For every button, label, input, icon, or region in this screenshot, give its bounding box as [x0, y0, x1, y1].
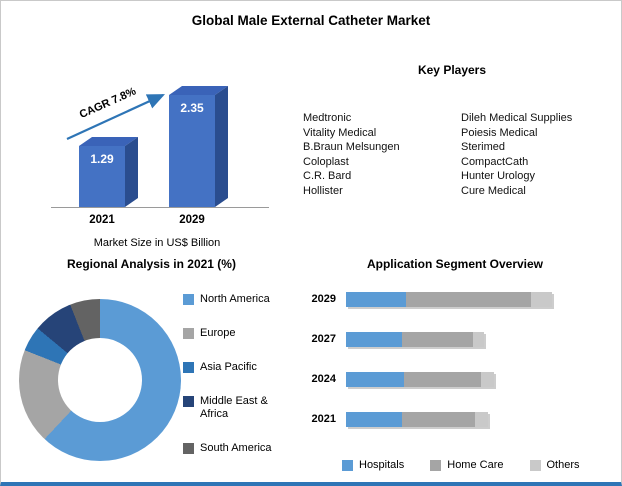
app-legend-item: Others: [529, 459, 580, 472]
legend-label: Middle East & Africa: [200, 395, 268, 420]
regional-legend: North America Europe Asia Pacific Middle Ea…: [183, 293, 288, 455]
bar-year-label: 2024: [311, 373, 336, 385]
pie-legend-item: North America: [183, 293, 288, 306]
key-players-column-2: Dileh Medical Supplies Poiesis Medical Ste…: [461, 111, 611, 198]
bar-top-face: [169, 86, 228, 95]
segment-hospitals: [346, 291, 407, 307]
application-legend: Hospitals Home Care Others: [342, 459, 580, 472]
key-player-name: Dileh Medical Supplies: [461, 112, 573, 124]
segment-home-care: [401, 411, 475, 427]
segment-hospitals: [346, 331, 402, 347]
key-player-name: CompactCath: [461, 155, 529, 168]
market-size-bar-chart: 1.29 2021 2.35 2029 CAGR 7.8%: [51, 85, 269, 226]
regional-analysis-heading: Regional Analysis in 2021 (%): [67, 257, 236, 271]
segment-hospitals: [346, 411, 402, 427]
page-title: Global Male External Catheter Market: [191, 13, 431, 28]
key-player-name: Coloplast: [303, 155, 349, 168]
application-segment-panel: Application Segment Overview 2029 2027 202…: [294, 257, 616, 481]
legend-swatch: [342, 460, 353, 471]
key-player-name: Sterimed: [461, 141, 506, 153]
legend-label: Others: [546, 459, 580, 471]
key-player-name: B.Braun Melsungen: [303, 141, 400, 153]
bar-value-label: 1.29: [90, 152, 114, 166]
bar-2021: 1.29: [79, 137, 138, 207]
key-player-name: Hunter Urology: [461, 170, 535, 182]
segment-home-care: [404, 371, 482, 387]
bar-year-label: 2021: [311, 413, 336, 425]
stacked-bar: [346, 331, 484, 347]
key-player-name: C.R. Bard: [303, 170, 352, 182]
pie-legend-item: Asia Pacific: [183, 361, 288, 374]
key-players-column-1: Medtronic Vitality Medical B.Braun Melsung…: [303, 111, 461, 198]
cagr-arrow: [66, 94, 165, 140]
bar-year-label: 2027: [311, 333, 336, 345]
bar-side-face: [215, 86, 228, 207]
bar-front-face: [79, 146, 125, 207]
pie-legend-item: Middle East & Africa: [183, 395, 288, 421]
bar-value-label: 2.35: [180, 101, 204, 115]
legend-label: Asia Pacific: [200, 361, 257, 373]
key-players-heading: Key Players: [417, 63, 487, 77]
app-bar-row: 2021: [294, 411, 616, 427]
market-size-caption: Market Size in US$ Billion: [93, 237, 221, 249]
application-bars: 2029 2027 2024 2021: [294, 291, 616, 451]
legend-swatch: [183, 443, 194, 454]
bar-2029: 2.35: [169, 86, 228, 207]
stacked-bar: [346, 411, 488, 427]
app-legend-item: Home Care: [430, 459, 504, 472]
legend-label: Europe: [200, 327, 236, 339]
pie-legend-item: South America: [183, 442, 288, 455]
stacked-bar: [346, 371, 495, 387]
legend-label: North America: [200, 293, 270, 305]
app-bar-row: 2027: [294, 331, 616, 347]
bar-category-label: 2021: [89, 214, 115, 226]
regional-donut-chart: [19, 299, 181, 461]
legend-swatch: [529, 460, 541, 471]
cagr-label: CAGR 7.8%: [78, 85, 138, 121]
key-player-name: Vitality Medical: [303, 126, 377, 139]
bar-side-face: [125, 137, 138, 207]
legend-label: Hospitals: [359, 459, 405, 471]
regional-analysis-panel: Regional Analysis in 2021 (%) North Amer…: [9, 257, 294, 481]
bar-year-label: 2029: [311, 293, 336, 305]
legend-swatch: [183, 294, 194, 305]
app-bar-row: 2029: [294, 291, 616, 307]
key-players-columns: Medtronic Vitality Medical B.Braun Melsung…: [291, 111, 613, 198]
key-players-panel: Key Players Medtronic Vitality Medical B.B…: [291, 63, 613, 235]
segment-others: [481, 371, 495, 387]
application-segment-heading: Application Segment Overview: [366, 257, 544, 271]
segment-others: [474, 411, 488, 427]
key-player-name: Poiesis Medical: [461, 126, 538, 139]
bar-top-face: [79, 137, 138, 146]
segment-others: [472, 331, 484, 347]
segment-home-care: [401, 331, 473, 347]
legend-label: Home Care: [447, 459, 504, 471]
bar-category-label: 2029: [179, 214, 205, 226]
segment-others: [530, 291, 553, 307]
app-bar-row: 2024: [294, 371, 616, 387]
key-player-name: Medtronic: [303, 112, 352, 124]
key-player-name: Hollister: [303, 184, 343, 197]
legend-swatch: [183, 362, 194, 373]
stacked-bar: [346, 291, 553, 307]
legend-swatch: [183, 396, 194, 407]
legend-label: South America: [200, 442, 272, 454]
pie-legend-item: Europe: [183, 327, 288, 340]
key-player-name: Cure Medical: [461, 184, 526, 197]
app-legend-item: Hospitals: [342, 459, 404, 472]
legend-swatch: [183, 328, 194, 339]
legend-swatch: [430, 460, 442, 471]
bar-front-face: [169, 95, 215, 207]
segment-home-care: [406, 291, 531, 307]
segment-hospitals: [346, 371, 405, 387]
market-size-chart-panel: 1.29 2021 2.35 2029 CAGR 7.8% Market Size in…: [21, 55, 293, 259]
